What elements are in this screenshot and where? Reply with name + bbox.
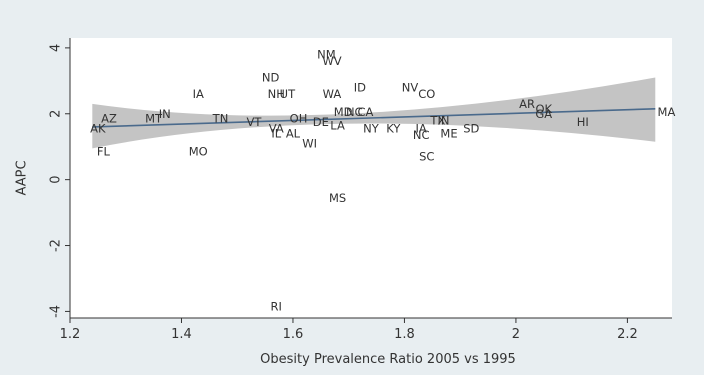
point-label-az: AZ [101,112,117,126]
point-label-hi: HI [577,115,589,129]
point-label-co: CO [418,87,435,101]
point-label-wi: WI [302,136,317,150]
x-tick-label: 1.8 [394,327,415,342]
point-label-nm: NM [317,47,336,61]
x-axis-title: Obesity Prevalence Ratio 2005 vs 1995 [260,352,516,367]
y-tick-label: 2 [49,110,64,118]
point-label-vt: VT [246,115,262,129]
point-label-al: AL [286,127,301,141]
point-label-ri: RI [271,299,282,313]
confidence-band [92,77,656,149]
point-label-la: LA [330,118,345,132]
point-label-wa: WA [323,87,342,101]
point-label-ia: IA [193,87,204,101]
point-label-id: ID [354,80,366,94]
point-label-ga: GA [535,107,552,121]
y-tick-label: -4 [49,305,64,318]
x-tick-label: 1.4 [171,327,192,342]
point-label-in: IN [159,107,171,121]
point-label-ms: MS [329,191,346,205]
point-label-tn: TN [212,112,229,126]
point-label-nd: ND [262,71,280,85]
point-label-de: DE [313,115,329,129]
point-label-ut: UT [280,87,296,101]
point-label-il: IL [271,127,281,141]
y-tick-label: 0 [49,176,64,184]
point-label-ak: AK [90,122,106,136]
point-label-mt: MT [145,112,163,126]
point-label-ar: AR [519,97,535,111]
point-label-sc: SC [419,150,434,164]
point-label-nc: NC [346,105,363,119]
point-label-mo: MO [189,145,208,159]
point-label-me: ME [440,127,457,141]
point-label-ca: CA [357,105,373,119]
y-tick-label: -2 [49,239,64,252]
point-label-in: IN [437,113,449,127]
x-tick-label: 1.2 [60,327,81,342]
point-label-nc: NC [413,128,430,142]
point-label-ok: OK [535,102,552,116]
point-label-va: VA [269,122,284,136]
y-tick-label: 4 [49,44,64,52]
x-tick-label: 2 [512,327,520,342]
point-label-ny: NY [363,122,380,136]
plot-area [70,38,672,318]
point-label-tx: TX [429,113,445,127]
point-label-ia: IA [416,122,427,136]
y-axis-title: AAPC [15,160,30,195]
point-label-fl: FL [97,145,111,159]
point-label-ma: MA [658,105,676,119]
point-label-nv: NV [402,80,419,94]
point-label-sd: SD [463,122,479,136]
point-label-ky: KY [386,122,401,136]
point-label-oh: OH [290,112,308,126]
point-label-nh: NH [268,87,285,101]
point-label-wv: WV [322,54,341,68]
x-tick-label: 1.6 [283,327,304,342]
x-tick-label: 2.2 [617,327,638,342]
fit-line [92,108,656,128]
point-label-md: MD [334,105,353,119]
